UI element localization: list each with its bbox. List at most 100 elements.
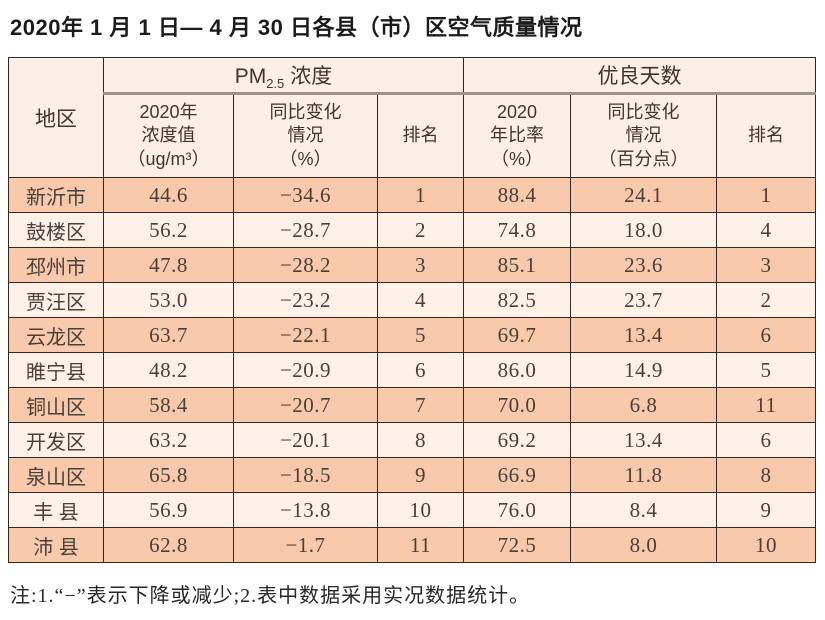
good-rank-cell: 1 — [716, 177, 817, 213]
table-row: 丰 县 56.9 −13.8 10 76.0 8.4 9 — [8, 492, 817, 528]
good-change-cell: 23.6 — [570, 247, 718, 283]
good-change-cell: 14.9 — [570, 352, 718, 388]
good-rank-cell: 8 — [716, 457, 817, 493]
good-change-column-header: 同比变化 情况 （百分点） — [570, 93, 718, 178]
table-row: 沛 县 62.8 −1.7 11 72.5 8.0 10 — [8, 527, 817, 563]
good-change-cell: 24.1 — [570, 177, 718, 213]
table-row: 贾汪区 53.0 −23.2 4 82.5 23.7 2 — [8, 282, 817, 318]
pm-change-cell: −20.1 — [233, 422, 378, 458]
good-ratio-cell: 88.4 — [463, 177, 572, 213]
pm-rank-cell: 3 — [376, 247, 465, 283]
footnote: 注:1.“−”表示下降或减少;2.表中数据采用实况数据统计。 — [10, 585, 531, 607]
good-change-cell: 8.4 — [570, 492, 718, 528]
good-rank-column-header: 排名 — [716, 93, 817, 178]
table-row: 开发区 63.2 −20.1 8 69.2 13.4 6 — [8, 422, 817, 458]
pm25-label-prefix: PM — [234, 65, 267, 88]
table-row: 云龙区 63.7 −22.1 5 69.7 13.4 6 — [8, 317, 817, 353]
pm-value-cell: 65.8 — [103, 457, 234, 493]
pm-rank-cell: 10 — [376, 492, 465, 528]
pm25-label-suffix: 浓度 — [290, 65, 333, 88]
good-ratio-cell: 66.9 — [463, 457, 572, 493]
pm-value-cell: 63.2 — [103, 422, 234, 458]
good-ratio-cell: 85.1 — [463, 247, 572, 283]
pm-rank-cell: 8 — [376, 422, 465, 458]
pm-value-cell: 62.8 — [103, 527, 234, 563]
pm-change-cell: −34.6 — [233, 177, 378, 213]
region-cell: 贾汪区 — [8, 282, 104, 318]
pm-change-cell: −18.5 — [233, 457, 378, 493]
pm-change-cell: −28.7 — [233, 212, 378, 248]
good-rank-cell: 3 — [716, 247, 817, 283]
pm25-label-subscript: 2.5 — [266, 76, 285, 92]
good-rank-cell: 9 — [716, 492, 817, 528]
table-row: 铜山区 58.4 −20.7 7 70.0 6.8 11 — [8, 387, 817, 423]
table-row: 泉山区 65.8 −18.5 9 66.9 11.8 8 — [8, 457, 817, 493]
good-rank-cell: 4 — [716, 212, 817, 248]
good-ratio-cell: 69.2 — [463, 422, 572, 458]
pm-change-cell: −1.7 — [233, 527, 378, 563]
table-row: 鼓楼区 56.2 −28.7 2 74.8 18.0 4 — [8, 212, 817, 248]
good-rank-cell: 6 — [716, 422, 817, 458]
pm-change-cell: −22.1 — [233, 317, 378, 353]
pm-change-column-header: 同比变化 情况 （%） — [233, 93, 378, 178]
pm-rank-cell: 2 — [376, 212, 465, 248]
region-cell: 丰 县 — [8, 492, 104, 528]
region-cell: 泉山区 — [8, 457, 104, 493]
header-group-row: 地区 PM2.5 浓度 优良天数 — [8, 57, 817, 178]
good-ratio-column-header: 2020 年比率 （%） — [463, 93, 572, 178]
pm-value-cell: 63.7 — [103, 317, 234, 353]
region-cell: 新沂市 — [8, 177, 104, 213]
good-change-cell: 18.0 — [570, 212, 718, 248]
table-row: 邳州市 47.8 −28.2 3 85.1 23.6 3 — [8, 247, 817, 283]
good-rank-cell: 6 — [716, 317, 817, 353]
good-change-cell: 11.8 — [570, 457, 718, 493]
region-cell: 开发区 — [8, 422, 104, 458]
good-change-cell: 13.4 — [570, 317, 718, 353]
good-days-group-header: 优良天数 — [463, 57, 817, 95]
pm-value-cell: 58.4 — [103, 387, 234, 423]
good-ratio-cell: 86.0 — [463, 352, 572, 388]
good-ratio-cell: 70.0 — [463, 387, 572, 423]
pm-value-column-header: 2020年 浓度值 （ug/m³） — [103, 93, 234, 178]
good-ratio-cell: 82.5 — [463, 282, 572, 318]
good-rank-cell: 2 — [716, 282, 817, 318]
pm-rank-cell: 5 — [376, 317, 465, 353]
air-quality-table: 地区 PM2.5 浓度 优良天数 2020年 浓度值 （ug/m³） 同比变化 情… — [8, 57, 817, 563]
pm-value-cell: 56.2 — [103, 212, 234, 248]
header-sub-row: 2020年 浓度值 （ug/m³） 同比变化 情况 （%） 排名 2020 年比… — [9, 93, 817, 178]
pm-value-cell: 56.9 — [103, 492, 234, 528]
table-row: 睢宁县 48.2 −20.9 6 86.0 14.9 5 — [8, 352, 817, 388]
pm-value-cell: 47.8 — [103, 247, 234, 283]
region-cell: 睢宁县 — [8, 352, 104, 388]
region-cell: 铜山区 — [8, 387, 104, 423]
region-cell: 邳州市 — [8, 247, 104, 283]
good-rank-cell: 11 — [716, 387, 817, 423]
page-title: 2020年 1 月 1 日— 4 月 30 日各县（市）区空气质量情况 — [10, 15, 583, 40]
good-change-cell: 13.4 — [570, 422, 718, 458]
region-cell: 云龙区 — [8, 317, 104, 353]
table-row: 新沂市 44.6 −34.6 1 88.4 24.1 1 — [8, 177, 817, 213]
pm-change-cell: −20.9 — [233, 352, 378, 388]
pm-rank-cell: 7 — [376, 387, 465, 423]
pm-change-cell: −20.7 — [233, 387, 378, 423]
pm-rank-cell: 9 — [376, 457, 465, 493]
good-change-cell: 6.8 — [570, 387, 718, 423]
pm-rank-cell: 4 — [376, 282, 465, 318]
good-ratio-cell: 76.0 — [463, 492, 572, 528]
pm-value-cell: 53.0 — [103, 282, 234, 318]
good-rank-cell: 5 — [716, 352, 817, 388]
table-header: 地区 PM2.5 浓度 优良天数 2020年 浓度值 （ug/m³） 同比变化 情… — [8, 57, 817, 178]
good-ratio-cell: 74.8 — [463, 212, 572, 248]
good-rank-cell: 10 — [716, 527, 817, 563]
pm-rank-cell: 11 — [376, 527, 465, 563]
table-body: 新沂市 44.6 −34.6 1 88.4 24.1 1 鼓楼区 56.2 −28.7 2 74.8 1… — [8, 177, 817, 563]
good-change-cell: 23.7 — [570, 282, 718, 318]
pm-change-cell: −23.2 — [233, 282, 378, 318]
pm-value-cell: 44.6 — [103, 177, 234, 213]
pm-change-cell: −13.8 — [233, 492, 378, 528]
region-cell: 鼓楼区 — [8, 212, 104, 248]
pm25-group-header: PM2.5 浓度 — [102, 57, 465, 95]
pm-value-cell: 48.2 — [103, 352, 234, 388]
region-column-header: 地区 — [8, 57, 104, 178]
